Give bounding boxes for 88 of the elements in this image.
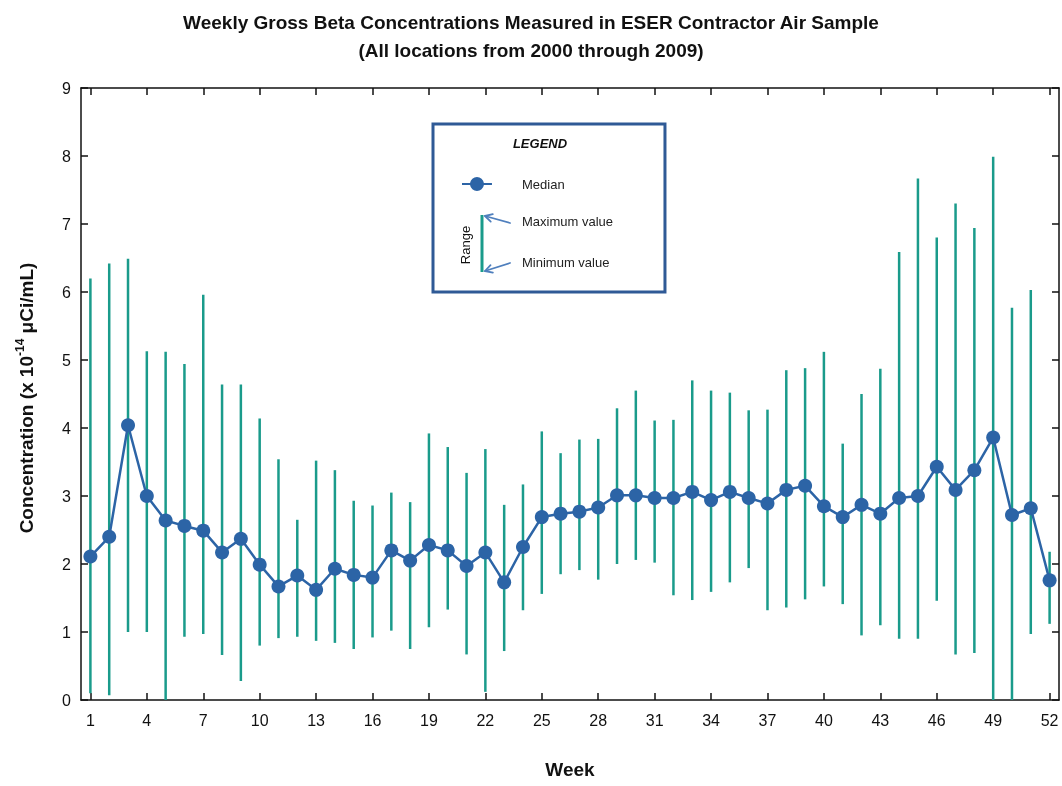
- x-tick-label: 52: [1040, 711, 1059, 729]
- x-tick-label: 13: [307, 711, 326, 729]
- point: [534, 510, 549, 525]
- point: [384, 543, 399, 558]
- point: [948, 482, 963, 497]
- point: [741, 491, 756, 506]
- legend-title: LEGEND: [512, 136, 568, 152]
- point: [365, 570, 380, 585]
- y-tick-label: 3: [62, 487, 72, 505]
- y-tick-label: 6: [62, 283, 72, 301]
- annotation: Minimum value: [522, 255, 610, 271]
- y-tick-label: 4: [62, 419, 72, 437]
- point: [628, 488, 643, 503]
- point: [102, 529, 117, 544]
- point: [685, 484, 700, 499]
- point: [873, 506, 888, 521]
- point: [121, 418, 136, 433]
- point: [196, 523, 211, 538]
- point: [252, 557, 267, 572]
- point: [591, 500, 606, 515]
- x-tick-label: 46: [927, 711, 946, 729]
- point: [233, 531, 248, 546]
- point: [497, 575, 512, 590]
- point: [553, 506, 568, 521]
- chart-title: Weekly Gross Beta Concentrations Measured in ESER Contractor Air Sample: [183, 12, 879, 33]
- chart-subtitle: (All locations from 2000 through 2009): [358, 40, 704, 61]
- point: [704, 493, 719, 508]
- point: [139, 489, 154, 503]
- x-tick-label: 7: [198, 711, 208, 729]
- point: [215, 545, 230, 560]
- point: [986, 430, 1001, 445]
- point: [177, 518, 192, 533]
- x-tick-label: 37: [758, 711, 777, 729]
- point: [647, 491, 662, 506]
- point: [910, 489, 925, 503]
- y-tick-label: 7: [62, 215, 72, 233]
- point: [610, 488, 625, 503]
- annotation: Range: [458, 225, 474, 265]
- y-tick-label: 9: [62, 79, 72, 97]
- point: [892, 491, 907, 506]
- x-tick-label: 40: [815, 711, 833, 729]
- x-tick-label: 43: [871, 711, 890, 729]
- point: [722, 484, 737, 499]
- x-tick-label: 1: [85, 711, 95, 729]
- x-tick-label: 34: [702, 711, 721, 729]
- x-tick-label: 22: [476, 711, 495, 729]
- y-tick-label: 0: [62, 691, 72, 709]
- point: [666, 491, 681, 506]
- x-tick-label: 10: [250, 711, 269, 729]
- point: [572, 504, 587, 519]
- x-tick-label: 31: [645, 711, 664, 729]
- point: [967, 463, 982, 478]
- point: [403, 553, 418, 568]
- point: [760, 496, 775, 511]
- point: [271, 579, 286, 594]
- y-tick-label: 2: [62, 555, 72, 573]
- point: [798, 478, 813, 493]
- point: [478, 545, 493, 560]
- point: [158, 513, 173, 528]
- y-tick-label: 5: [62, 351, 72, 369]
- annotation: Maximum value: [522, 214, 614, 230]
- point: [327, 561, 342, 576]
- point: [929, 459, 944, 474]
- point: [516, 540, 530, 554]
- point: [83, 549, 98, 564]
- x-tick-label: 25: [532, 711, 551, 729]
- legend-label: Median: [521, 176, 565, 192]
- x-tick-label: 4: [142, 711, 152, 729]
- x-tick-label: 19: [420, 711, 438, 729]
- point: [346, 567, 361, 582]
- point: [816, 499, 831, 514]
- x-tick-label: 16: [363, 711, 382, 729]
- point: [1005, 508, 1019, 523]
- point: [440, 543, 455, 558]
- point: [1023, 501, 1038, 516]
- y-tick-label: 1: [62, 623, 72, 641]
- x-axis-title: Week: [545, 759, 596, 780]
- point: [421, 537, 436, 552]
- x-tick-label: 28: [589, 711, 608, 729]
- point: [309, 582, 324, 597]
- point: [854, 497, 869, 512]
- x-tick-label: 49: [984, 711, 1003, 729]
- y-tick-label: 8: [62, 147, 72, 165]
- point: [1042, 573, 1057, 588]
- point: [779, 482, 794, 497]
- point: [835, 510, 850, 525]
- point: [459, 559, 474, 574]
- point: [290, 568, 305, 583]
